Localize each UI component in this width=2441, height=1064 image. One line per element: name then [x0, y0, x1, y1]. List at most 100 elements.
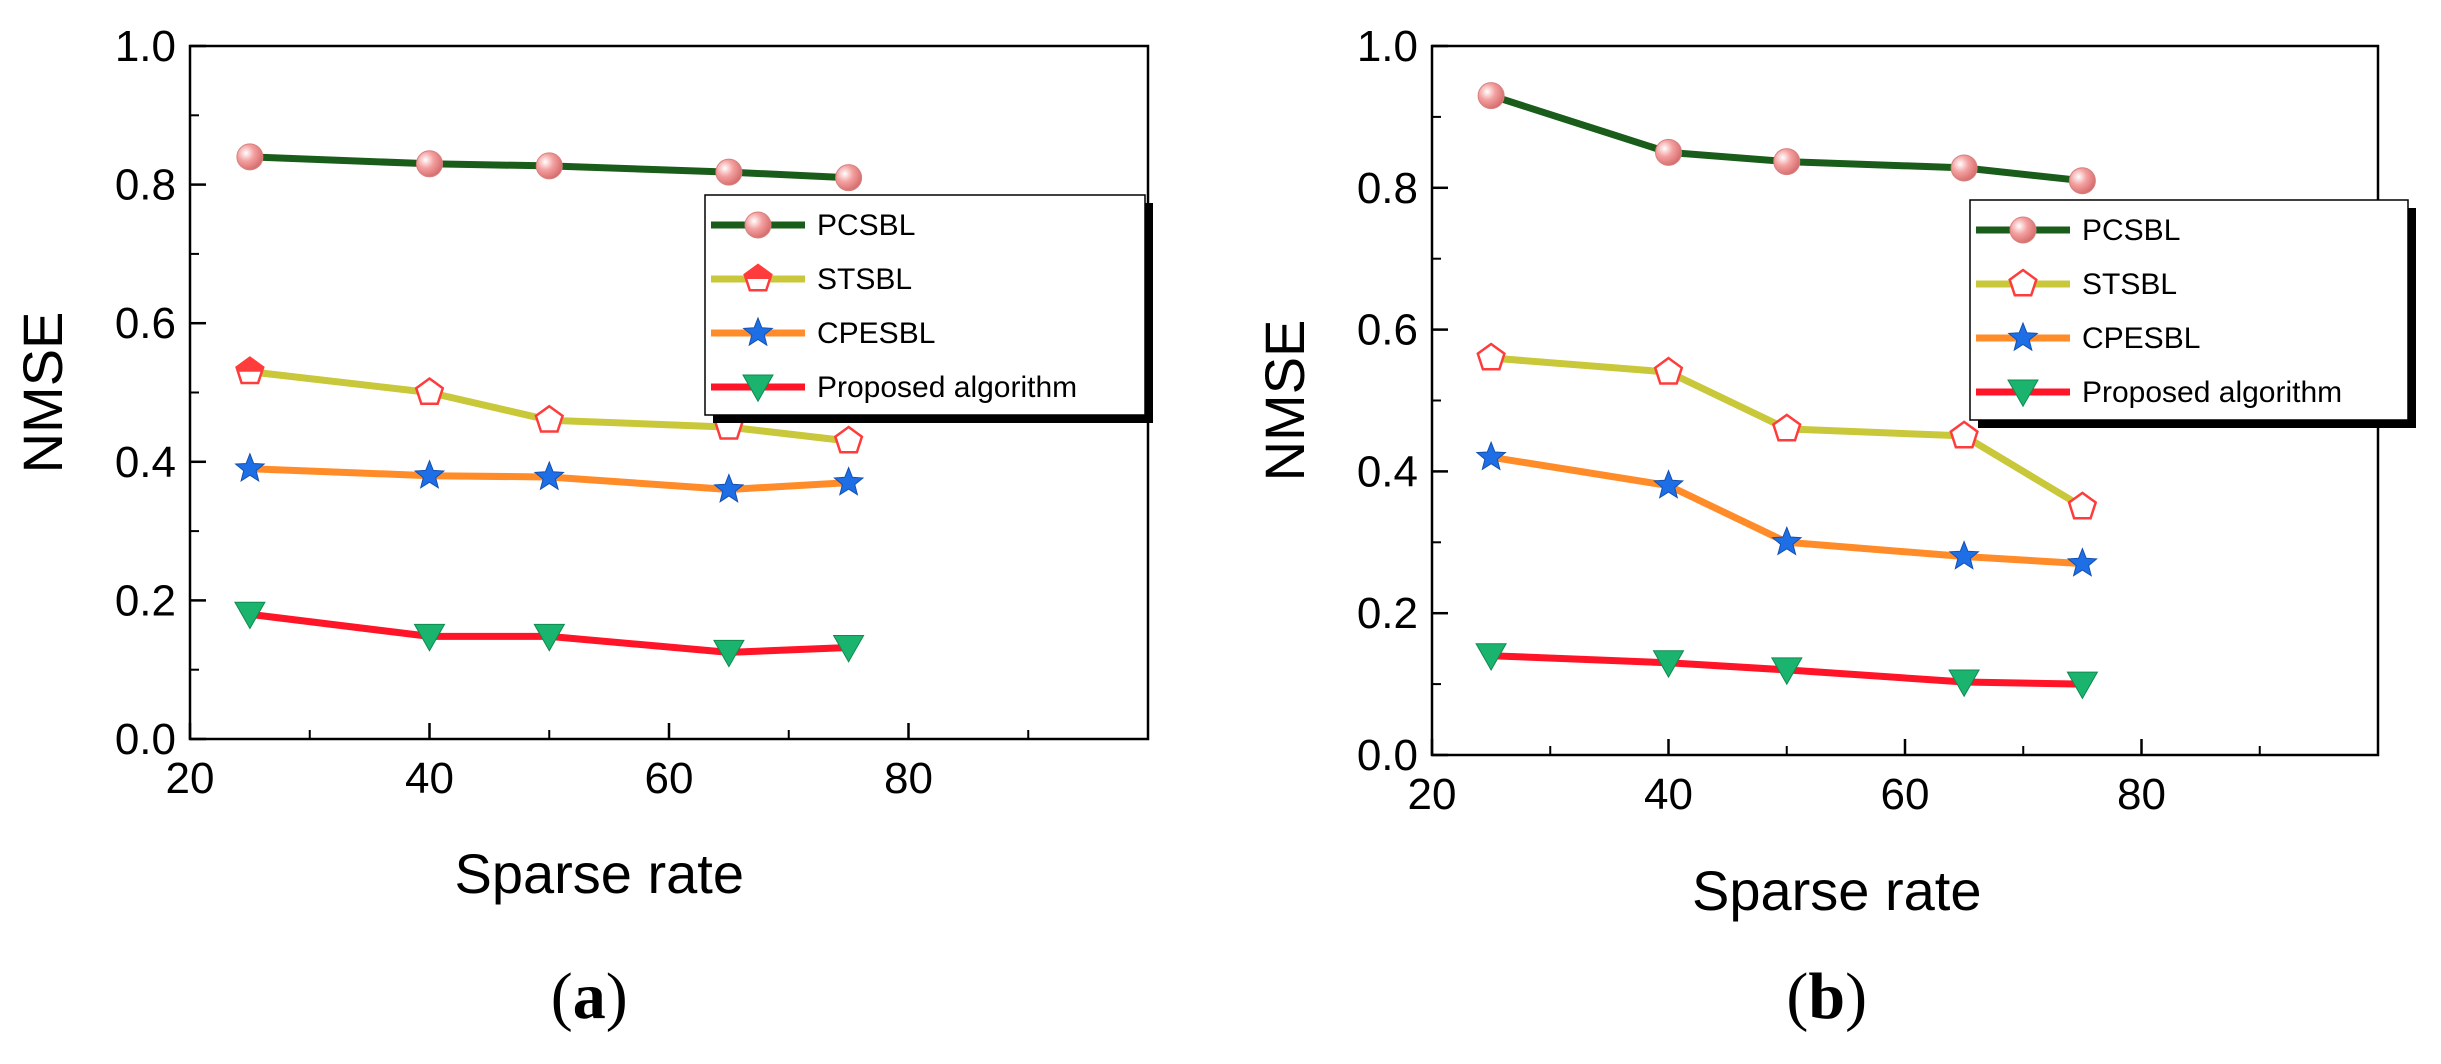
- y-tick-label: 0.8: [115, 161, 176, 210]
- data-point: [2067, 491, 2098, 520]
- legend-marker: [2007, 379, 2039, 408]
- data-point: [1771, 525, 1803, 556]
- data-point-outline: [534, 404, 565, 433]
- data-point-outline: [414, 376, 445, 406]
- legend-marker: [2007, 321, 2039, 352]
- legend-box: [1969, 199, 2409, 421]
- legend-marker: [744, 211, 772, 239]
- data-point: [1773, 148, 1801, 176]
- data-point: [1652, 469, 1685, 499]
- data-point-fill: [236, 357, 264, 372]
- data-point: [234, 601, 266, 630]
- data-point-outline: [1476, 342, 1506, 371]
- legend-box: [704, 194, 1146, 416]
- legend-entry: PCSBL: [817, 209, 915, 242]
- x-tick-label: 40: [405, 754, 454, 803]
- x-tick-label: 60: [1881, 770, 1930, 819]
- data-point-outline: [1771, 413, 1802, 442]
- y-axis-title: NMSE: [11, 312, 74, 474]
- data-point: [236, 143, 264, 171]
- x-tick-label: 80: [884, 754, 933, 803]
- data-point: [1948, 540, 1980, 570]
- x-axis-title: Sparse rate: [1692, 859, 1982, 922]
- data-point: [1476, 342, 1506, 371]
- chart-panel-b: 0.0 0.2 0.4 0.6 0.8 1.0 20 40 60 80 Sparse rate NMS…: [1253, 22, 2416, 1033]
- data-point: [2066, 671, 2099, 700]
- panel-label: (b): [1786, 960, 1867, 1033]
- data-point-outline: [2067, 491, 2098, 520]
- x-tick-label: 20: [166, 754, 215, 803]
- y-axis-title: NMSE: [1253, 320, 1316, 482]
- data-point: [535, 152, 563, 180]
- data-point: [1950, 154, 1978, 182]
- data-point: [235, 356, 265, 385]
- data-point-outline: [1949, 420, 1979, 449]
- data-point: [833, 466, 865, 496]
- data-point: [713, 473, 745, 503]
- data-point: [1475, 440, 1507, 471]
- y-tick-label: 0.0: [115, 715, 176, 764]
- legend-entry: STSBL: [2082, 268, 2177, 301]
- series-pcsbl: [236, 143, 863, 192]
- series-proposed-algorithm: [234, 601, 865, 668]
- data-point: [832, 635, 865, 663]
- legend-marker: [2009, 216, 2037, 244]
- data-point: [715, 158, 743, 186]
- data-point: [833, 425, 864, 454]
- y-tick-label: 1.0: [115, 22, 176, 71]
- legend-entry: Proposed algorithm: [2082, 376, 2342, 409]
- data-point: [413, 459, 446, 489]
- data-point: [534, 404, 565, 433]
- legend-entry: CPESBL: [817, 317, 935, 350]
- data-point: [1475, 643, 1507, 672]
- data-point: [416, 150, 443, 178]
- data-point: [2066, 547, 2098, 577]
- panel-letter: b: [1808, 960, 1845, 1033]
- legend: PCSBL STSBL CPESBL Proposed algorithm: [704, 194, 1153, 423]
- legend-marker: [742, 316, 774, 347]
- data-point: [413, 623, 446, 652]
- data-point: [1652, 650, 1685, 679]
- data-point: [1949, 420, 1979, 449]
- legend-marker: [742, 374, 774, 403]
- series-stsbl: [1476, 342, 2098, 520]
- data-point-outline: [833, 425, 864, 454]
- y-tick-label: 0.6: [1357, 306, 1418, 355]
- legend-entry: CPESBL: [2082, 322, 2200, 355]
- x-axis-title: Sparse rate: [455, 842, 745, 905]
- data-point: [1653, 356, 1684, 385]
- x-tick-label: 80: [2117, 770, 2166, 819]
- legend-entry: PCSBL: [2082, 214, 2180, 247]
- series-stsbl: [235, 356, 864, 454]
- data-point-outline: [1653, 356, 1684, 385]
- legend-marker: [2008, 268, 2038, 297]
- y-tick-label: 0.8: [1357, 164, 1418, 213]
- panel-label: (a): [551, 960, 628, 1033]
- x-tick-label: 60: [645, 754, 694, 803]
- series-pcsbl: [1477, 82, 2096, 195]
- data-point: [1770, 657, 1803, 686]
- data-point: [1771, 413, 1802, 442]
- y-tick-label: 1.0: [1357, 22, 1418, 71]
- legend-marker-fill: [744, 265, 772, 279]
- legend-marker-outline: [2008, 268, 2038, 297]
- y-tick-label: 0.2: [1357, 589, 1418, 638]
- data-point: [713, 639, 745, 668]
- legend: PCSBL STSBL CPESBL Proposed algorithm: [1969, 199, 2416, 428]
- data-point: [234, 452, 266, 483]
- legend-entry: Proposed algorithm: [817, 371, 1077, 404]
- panel-letter: a: [573, 960, 606, 1033]
- data-point: [414, 376, 445, 406]
- series-cpesbl: [234, 452, 865, 503]
- series-proposed-algorithm: [1475, 643, 2099, 700]
- legend-marker: [743, 263, 773, 292]
- data-point: [533, 623, 566, 652]
- series-cpesbl: [1475, 440, 2098, 577]
- data-point: [835, 164, 863, 192]
- x-tick-label: 40: [1644, 770, 1693, 819]
- data-point: [1948, 669, 1980, 698]
- x-tick-label: 20: [1408, 770, 1457, 819]
- y-tick-label: 0.4: [115, 438, 176, 487]
- y-tick-label: 0.6: [115, 299, 176, 348]
